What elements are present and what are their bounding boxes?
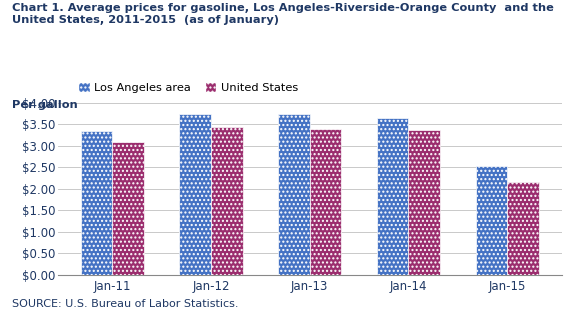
Bar [475,167,507,275]
Bar [310,129,342,275]
Text: Chart 1. Average prices for gasoline, Los Angeles-Riverside-Orange County  and t: Chart 1. Average prices for gasoline, Lo… [12,3,554,25]
Bar [507,182,538,275]
Bar [377,118,408,275]
Bar [112,142,144,275]
Bar [408,129,440,275]
Bar [179,114,211,275]
Bar [278,114,310,275]
Text: Per gallon: Per gallon [12,100,78,110]
Text: SOURCE: U.S. Bureau of Labor Statistics.: SOURCE: U.S. Bureau of Labor Statistics. [12,299,238,309]
Legend: Los Angeles area, United States: Los Angeles area, United States [74,78,302,98]
Bar [211,127,243,275]
Bar [81,131,112,275]
